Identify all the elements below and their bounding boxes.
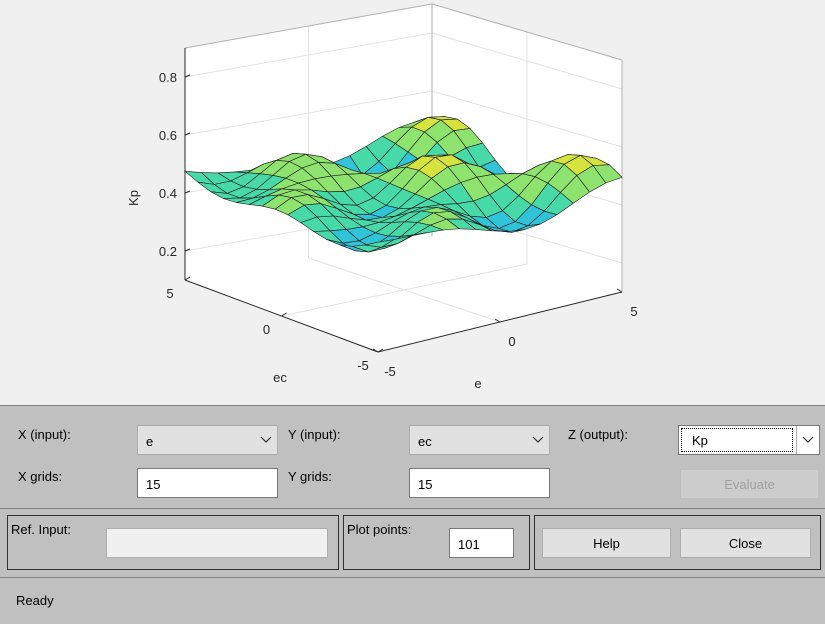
y-tick [377, 348, 384, 353]
z-tick-label: 0.6 [159, 128, 177, 143]
surface-plot[interactable]: 0.2 0.4 0.6 0.8 -5 0 5 -5 0 5 Kp e ec [0, 0, 825, 405]
x-tick-label: 5 [630, 304, 637, 319]
x-grids-label: X grids: [18, 469, 63, 484]
y-tick-label: -5 [357, 358, 369, 373]
plot-points-input[interactable]: 101 [449, 528, 514, 558]
y-input-value: ec [418, 434, 432, 449]
y-input-label: Y (input): [288, 427, 341, 442]
z-axis-label: Kp [126, 190, 141, 206]
chevron-down-icon [796, 426, 819, 454]
z-output-value: Kp [681, 428, 793, 452]
action-buttons-panel: Help Close [534, 515, 821, 570]
z-output-label: Z (output): [568, 427, 628, 442]
ref-input-panel: Ref. Input: [7, 515, 339, 570]
z-tick [184, 74, 191, 78]
y-axis-label: ec [273, 370, 287, 385]
x-input-label: X (input): [18, 427, 71, 442]
y-grid-line [308, 257, 501, 323]
surface-mesh [184, 116, 623, 253]
z-output-dropdown[interactable]: Kp [678, 425, 820, 455]
surface-plot-area[interactable]: 0.2 0.4 0.6 0.8 -5 0 5 -5 0 5 Kp e ec [0, 0, 825, 405]
y-grids-label: Y grids: [288, 469, 332, 484]
y-grids-input[interactable]: 15 [409, 468, 550, 498]
y-tick [281, 312, 287, 317]
x-input-dropdown[interactable]: e [137, 425, 278, 455]
x-tick [616, 288, 623, 293]
y-tick-label: 5 [166, 286, 173, 301]
floor [185, 236, 622, 352]
ref-input-field[interactable] [106, 528, 328, 558]
chevron-down-icon [255, 426, 277, 454]
x-tick [494, 318, 501, 323]
x-axis-label: e [474, 376, 481, 391]
z-tick-label: 0.8 [159, 70, 177, 85]
plot-points-label: Plot points: [347, 522, 412, 537]
surface-patch [365, 239, 395, 248]
x-tick [372, 348, 379, 353]
x-input-value: e [146, 434, 154, 449]
z-tick-label: 0.2 [159, 244, 177, 259]
y-input-dropdown[interactable]: ec [409, 425, 550, 455]
ref-input-label: Ref. Input: [11, 522, 71, 537]
status-text: Ready [16, 593, 54, 608]
close-button[interactable]: Close [680, 528, 811, 558]
plot-points-panel: Plot points: 101 [343, 515, 530, 570]
chevron-down-icon [527, 426, 549, 454]
evaluate-button[interactable]: Evaluate [680, 469, 819, 499]
box-edge [431, 3, 623, 61]
y-tick-label: 0 [263, 322, 270, 337]
divider-middle [0, 508, 825, 509]
axis-ticks: 0.2 0.4 0.6 0.8 -5 0 5 -5 0 5 [159, 70, 638, 379]
box-edge [184, 3, 433, 49]
help-button[interactable]: Help [542, 528, 671, 558]
z-tick [184, 190, 191, 194]
x-grids-input[interactable]: 15 [137, 468, 278, 498]
divider-top [0, 405, 825, 406]
divider-bottom [0, 577, 825, 578]
z-tick [184, 248, 191, 252]
control-panel: X (input): e Y (input): ec Z (output): K… [0, 405, 825, 624]
z-tick-label: 0.4 [159, 186, 177, 201]
y-tick [184, 276, 191, 281]
z-tick [184, 132, 191, 136]
x-tick-label: 0 [508, 334, 515, 349]
x-tick-label: -5 [384, 364, 396, 379]
